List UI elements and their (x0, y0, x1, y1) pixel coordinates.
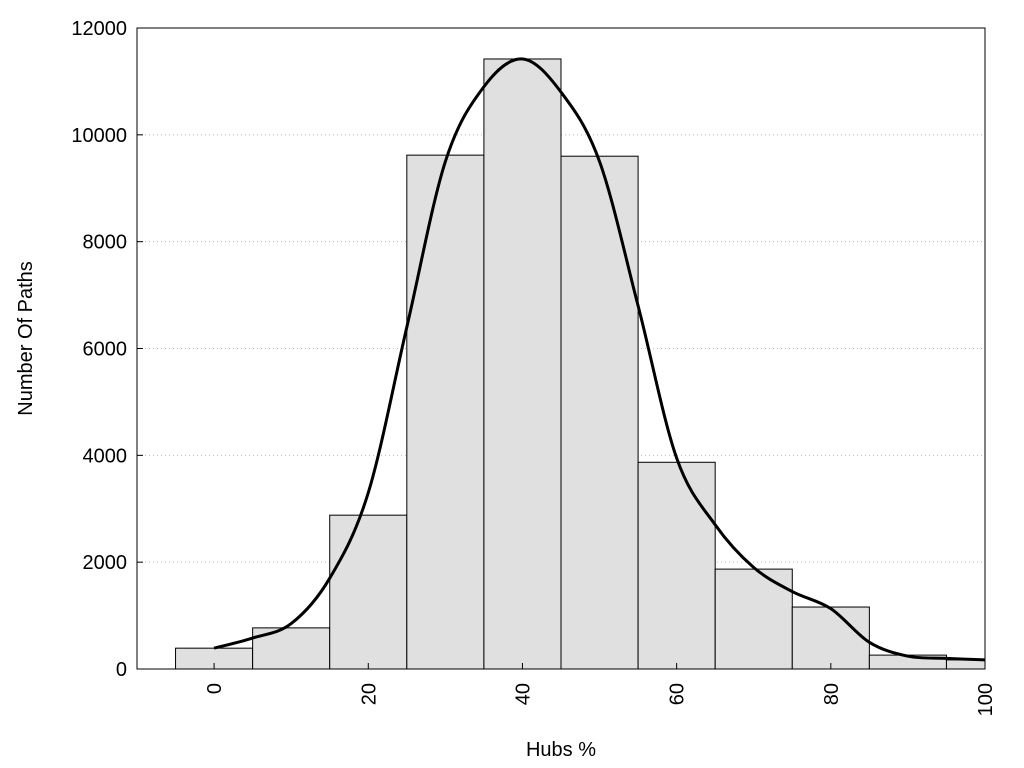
y-tick-label: 2000 (83, 552, 128, 574)
histogram-bar (329, 514, 408, 670)
x-tick-label: 60 (667, 683, 689, 705)
density-curve-group (213, 57, 986, 662)
x-axis-title: Hubs % (526, 739, 596, 761)
x-axis: 0 20 40 60 80 100 (204, 663, 997, 716)
x-tick-label: 80 (821, 683, 843, 705)
histogram-bar (945, 659, 986, 670)
histogram-bar (637, 461, 716, 670)
y-tick-label: 0 (116, 659, 127, 681)
x-tick-label: 0 (204, 683, 226, 694)
y-tick-label: 6000 (83, 339, 128, 361)
histogram-bar (791, 606, 870, 670)
y-axis-title: Number Of Paths (15, 261, 37, 416)
y-tick-label: 12000 (71, 18, 127, 40)
density-curve (213, 57, 986, 662)
bars (175, 58, 986, 670)
x-tick-label: 20 (358, 683, 380, 705)
y-axis: 0 2000 4000 6000 8000 10000 12000 (71, 18, 143, 681)
y-tick-label: 10000 (71, 125, 127, 147)
histogram-bar (483, 58, 562, 670)
y-tick-label: 4000 (83, 445, 128, 467)
histogram-bar (406, 154, 485, 670)
histogram-bar (560, 155, 639, 670)
x-tick-label: 100 (975, 683, 997, 716)
x-tick-label: 40 (512, 683, 534, 705)
y-tick-label: 8000 (83, 232, 128, 254)
